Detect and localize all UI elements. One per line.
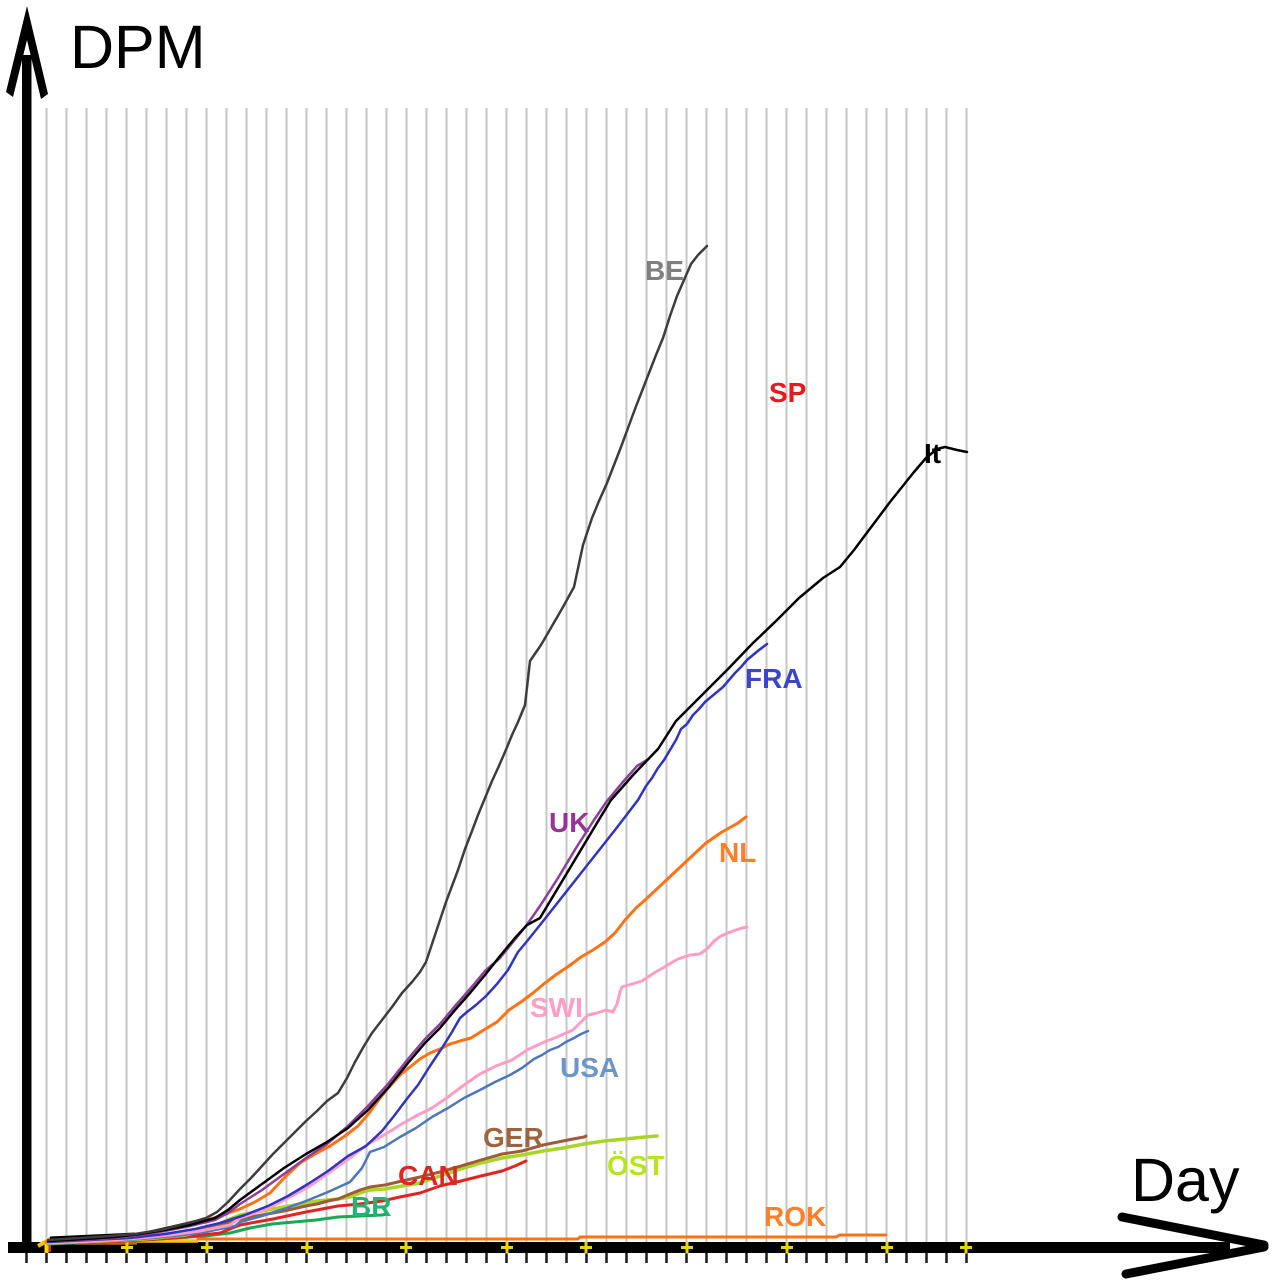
svg-text:SP: SP — [769, 377, 806, 408]
svg-text:BE: BE — [645, 255, 684, 286]
svg-text:BR: BR — [351, 1191, 391, 1222]
svg-text:DPM: DPM — [70, 13, 206, 81]
svg-text:UK: UK — [549, 807, 589, 838]
svg-text:It: It — [924, 438, 941, 469]
svg-text:FRA: FRA — [745, 663, 803, 694]
svg-text:ÖST: ÖST — [607, 1150, 665, 1181]
svg-text:SWI: SWI — [530, 992, 583, 1023]
svg-text:NL: NL — [719, 837, 756, 868]
svg-text:GER: GER — [483, 1122, 544, 1153]
svg-text:CAN: CAN — [398, 1160, 459, 1191]
svg-text:ROK: ROK — [764, 1201, 826, 1232]
svg-text:Day: Day — [1131, 1146, 1240, 1214]
svg-text:USA: USA — [560, 1052, 619, 1083]
